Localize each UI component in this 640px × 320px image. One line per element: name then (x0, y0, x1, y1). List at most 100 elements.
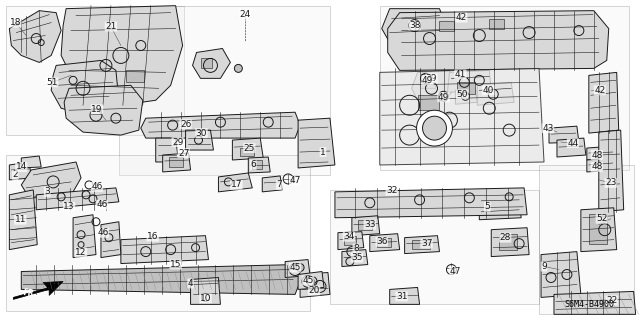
Text: 13: 13 (63, 202, 75, 211)
Polygon shape (338, 232, 364, 250)
Text: 48: 48 (591, 163, 602, 172)
Polygon shape (342, 250, 368, 267)
Polygon shape (51, 60, 119, 115)
Polygon shape (554, 292, 636, 314)
Text: 5: 5 (484, 202, 490, 211)
Bar (126, 70, 144, 82)
Polygon shape (141, 112, 300, 138)
Polygon shape (388, 11, 609, 70)
Polygon shape (589, 72, 619, 133)
Text: 49: 49 (438, 93, 449, 102)
Polygon shape (248, 157, 270, 173)
Bar (252, 160, 262, 169)
Text: 20: 20 (308, 286, 320, 295)
Text: 44: 44 (567, 139, 579, 148)
Polygon shape (218, 173, 252, 192)
Polygon shape (21, 156, 41, 168)
Text: 46: 46 (96, 200, 108, 209)
Text: 47: 47 (289, 176, 301, 185)
Polygon shape (390, 287, 420, 304)
Polygon shape (298, 118, 335, 168)
Text: 14: 14 (15, 163, 27, 172)
Polygon shape (380, 68, 544, 165)
Text: 48: 48 (591, 150, 602, 160)
Text: 35: 35 (351, 253, 363, 262)
Text: 46: 46 (97, 228, 109, 237)
Text: 30: 30 (196, 129, 207, 138)
Text: 46: 46 (92, 182, 102, 191)
Bar (412, 240, 429, 249)
Text: 45: 45 (302, 276, 314, 285)
Text: 47: 47 (450, 267, 461, 276)
Polygon shape (21, 162, 81, 198)
Text: 3: 3 (44, 188, 50, 196)
Text: 12: 12 (76, 248, 87, 257)
Text: 27: 27 (178, 148, 189, 157)
Text: 18: 18 (10, 18, 21, 27)
Polygon shape (64, 85, 143, 135)
Circle shape (417, 110, 452, 146)
Polygon shape (541, 252, 581, 297)
Text: 41: 41 (454, 70, 466, 79)
Polygon shape (581, 208, 617, 252)
Polygon shape (298, 271, 324, 289)
Polygon shape (549, 126, 579, 143)
Polygon shape (330, 190, 539, 304)
Text: 45: 45 (289, 263, 301, 272)
Text: 38: 38 (409, 21, 420, 30)
Bar (417, 95, 440, 110)
Polygon shape (6, 155, 310, 311)
Text: 23: 23 (605, 179, 616, 188)
Text: 19: 19 (92, 105, 103, 114)
Text: 15: 15 (170, 260, 181, 269)
Text: 4: 4 (188, 279, 193, 288)
Polygon shape (557, 138, 586, 157)
Polygon shape (232, 138, 263, 160)
Polygon shape (101, 222, 121, 258)
Polygon shape (6, 6, 184, 135)
Polygon shape (412, 70, 454, 100)
Polygon shape (193, 49, 230, 78)
Polygon shape (61, 6, 182, 105)
Bar (377, 238, 390, 247)
Text: 24: 24 (240, 10, 251, 19)
Text: 16: 16 (147, 232, 159, 241)
Polygon shape (36, 188, 119, 210)
Polygon shape (477, 82, 514, 105)
Polygon shape (335, 188, 527, 218)
Polygon shape (479, 193, 521, 220)
Text: 42: 42 (594, 86, 605, 95)
Bar (420, 78, 435, 88)
Polygon shape (156, 138, 179, 162)
Polygon shape (73, 215, 96, 258)
Text: 51: 51 (47, 78, 58, 87)
Text: 8: 8 (353, 244, 358, 253)
Text: 32: 32 (386, 186, 397, 196)
Polygon shape (370, 234, 399, 252)
Polygon shape (21, 265, 300, 294)
Bar (241, 148, 254, 156)
Polygon shape (456, 88, 477, 104)
Polygon shape (492, 228, 529, 257)
Text: 50: 50 (456, 90, 468, 99)
Text: 7: 7 (276, 180, 282, 189)
Text: FR.: FR. (22, 288, 37, 299)
Bar (169, 157, 182, 167)
Bar (358, 220, 372, 230)
Text: 33: 33 (364, 220, 376, 229)
Text: 43: 43 (542, 124, 554, 132)
Circle shape (296, 264, 304, 271)
Text: 29: 29 (172, 138, 183, 147)
Text: 25: 25 (244, 144, 255, 153)
Polygon shape (262, 176, 282, 192)
Text: 21: 21 (105, 22, 116, 31)
Text: 22: 22 (606, 296, 618, 305)
Bar (499, 234, 517, 250)
Text: 49: 49 (422, 76, 433, 85)
Polygon shape (191, 277, 220, 304)
Text: S6M4-B4900: S6M4-B4900 (564, 300, 614, 309)
Circle shape (234, 64, 243, 72)
Text: 11: 11 (15, 215, 26, 224)
Bar (344, 236, 356, 244)
Bar (458, 82, 476, 94)
